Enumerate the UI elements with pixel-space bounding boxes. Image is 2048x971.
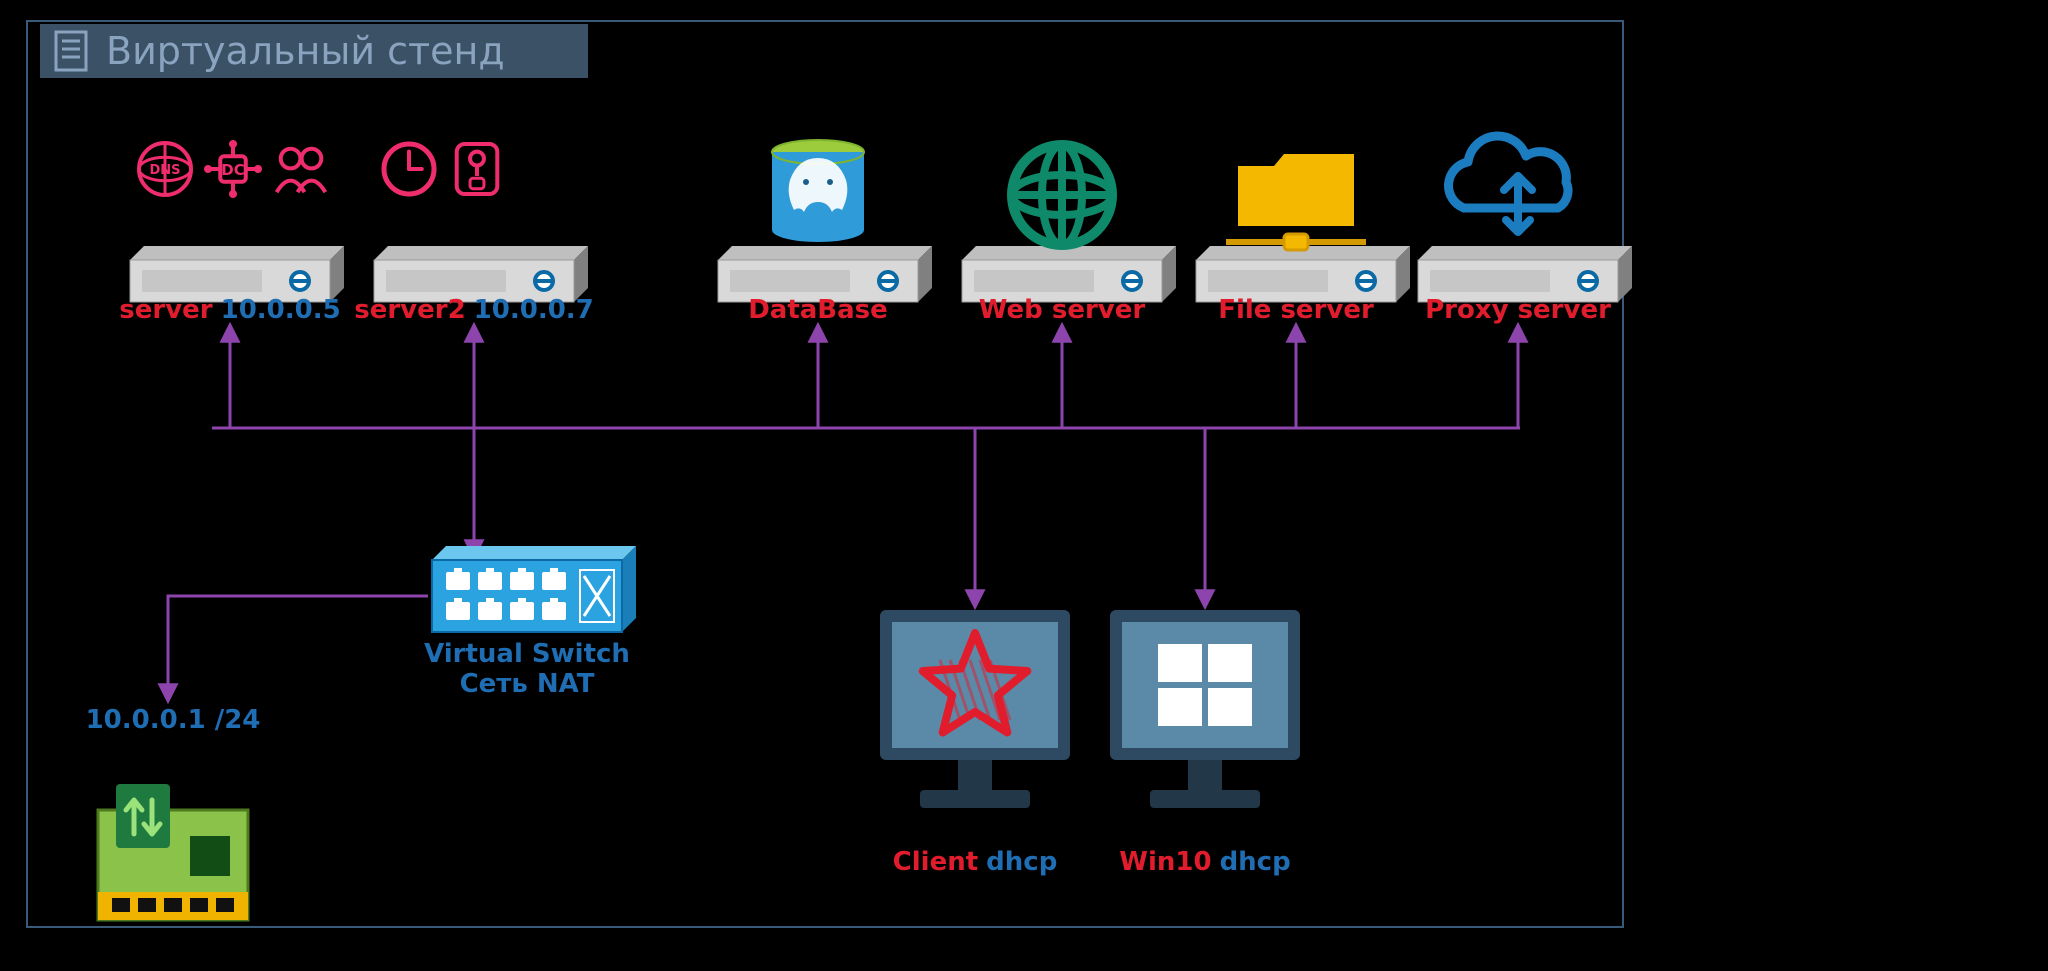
folder-icon — [1226, 154, 1366, 250]
cloud-icon — [1449, 136, 1568, 232]
server-server2 — [374, 246, 588, 302]
client-row — [880, 610, 1300, 808]
diagram-stage: Виртуальный стенд — [0, 0, 2048, 971]
svg-text:DC: DC — [221, 161, 244, 179]
server-row — [130, 246, 1632, 302]
svg-text:DataBase: DataBase — [748, 295, 888, 325]
service-icons-server1: DNS DC — [139, 140, 325, 198]
svg-text:DNS: DNS — [149, 163, 180, 178]
svg-text:Web server: Web server — [979, 295, 1146, 325]
virtual-switch — [432, 546, 636, 632]
monitor-win10 — [1110, 610, 1300, 808]
server-proxy — [1418, 246, 1632, 302]
network-canvas: DNS DC server10.0.0.5 server210.0.0.7 DataB… — [0, 0, 2048, 971]
clock-icon — [384, 144, 434, 194]
postgres-icon — [772, 140, 864, 242]
svg-text:Win10dhcp: Win10dhcp — [1119, 847, 1290, 877]
service-icons-server2 — [384, 144, 497, 194]
svg-text:File server: File server — [1218, 295, 1374, 325]
globe-icon — [1012, 145, 1112, 245]
switch-label-2: Сеть NAT — [460, 669, 595, 699]
server-database — [718, 246, 932, 302]
dns-icon: DNS — [139, 143, 191, 195]
wires — [168, 326, 1520, 700]
gateway-router — [98, 784, 248, 920]
svg-text:Proxy server: Proxy server — [1425, 295, 1611, 325]
svg-text:server10.0.0.5: server10.0.0.5 — [119, 295, 340, 325]
server-file — [1196, 246, 1410, 302]
dc-icon: DC — [204, 140, 262, 198]
labels: server10.0.0.5 server210.0.0.7 DataBase Web… — [86, 295, 1612, 877]
svg-text:Clientdhcp: Clientdhcp — [893, 847, 1058, 877]
server-web — [962, 246, 1176, 302]
monitor-client — [880, 610, 1070, 808]
gateway-label: 10.0.0.1 /24 — [86, 705, 261, 735]
keylock-icon — [457, 144, 498, 194]
switch-label-1: Virtual Switch — [424, 639, 630, 669]
svg-text:server210.0.0.7: server210.0.0.7 — [354, 295, 594, 325]
server-server1 — [130, 246, 344, 302]
users-icon — [277, 149, 326, 193]
service-top-icons — [772, 136, 1568, 250]
